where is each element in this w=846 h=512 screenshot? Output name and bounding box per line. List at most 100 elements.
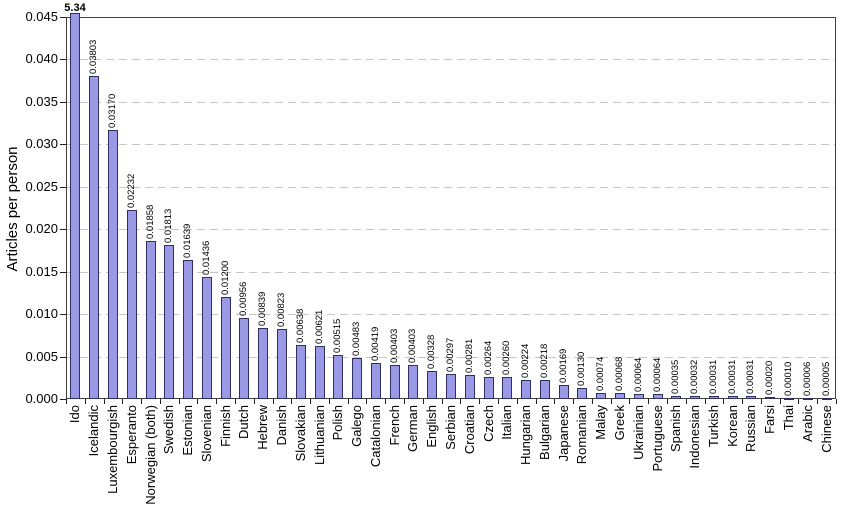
bar <box>784 398 794 400</box>
x-axis-tick <box>460 399 461 404</box>
x-axis-tick <box>66 399 67 404</box>
bar <box>221 297 231 399</box>
bar <box>70 13 80 399</box>
x-category-label: Farsi <box>762 405 777 434</box>
bar <box>746 396 756 399</box>
bar-value-label: 0.03803 <box>88 39 99 74</box>
bar-value-label: 0.00031 <box>745 359 756 394</box>
bar <box>427 371 437 399</box>
gridline <box>67 144 835 145</box>
bar-value-label: 0.00483 <box>351 321 362 356</box>
bar <box>822 398 832 400</box>
y-axis-title: Articles per person <box>4 146 21 272</box>
x-category-label: Greek <box>612 405 627 441</box>
x-axis-tick <box>235 399 236 404</box>
bar-value-label: 0.00169 <box>558 348 569 383</box>
x-axis-tick <box>723 399 724 404</box>
x-axis-tick <box>554 399 555 404</box>
bar-value-label: 0.00956 <box>238 281 249 316</box>
x-category-label: Italian <box>499 405 514 440</box>
bar-value-label: 0.00260 <box>501 340 512 375</box>
bar-value-label: 0.02232 <box>126 173 137 208</box>
bar <box>671 396 681 399</box>
bar-value-label: 0.00031 <box>708 359 719 394</box>
x-category-label: Korean <box>725 405 740 447</box>
bar-value-label: 0.00130 <box>576 351 587 386</box>
y-tick-label: 0.035 <box>25 94 58 109</box>
bar <box>333 355 343 399</box>
y-tick-label: 0.025 <box>25 179 58 194</box>
bar <box>202 277 212 399</box>
x-category-label: Polish <box>330 405 345 441</box>
bar-value-label: 0.00297 <box>445 337 456 372</box>
x-category-label: Russian <box>743 405 758 452</box>
x-axis-tick <box>366 399 367 404</box>
x-category-label: Chinese <box>819 405 834 453</box>
bar <box>352 358 362 399</box>
x-axis-tick <box>667 399 668 404</box>
x-axis-tick <box>122 399 123 404</box>
bar-value-label: 0.00010 <box>783 361 794 396</box>
bar <box>653 394 663 399</box>
x-axis-tick <box>329 399 330 404</box>
x-category-label: Romanian <box>574 405 589 465</box>
x-category-label: Arabic <box>800 405 815 442</box>
x-category-label: Turkish <box>706 405 721 448</box>
x-axis-tick <box>536 399 537 404</box>
bar <box>315 346 325 399</box>
bar-value-label: 0.00839 <box>257 291 268 326</box>
bar-value-label: 0.00074 <box>595 356 606 391</box>
y-tick-label: 0.005 <box>25 349 58 364</box>
bar <box>709 396 719 399</box>
x-axis-tick <box>498 399 499 404</box>
bar <box>465 375 475 399</box>
x-axis-tick <box>404 399 405 404</box>
y-axis-tick <box>60 17 66 18</box>
y-tick-label: 0.015 <box>25 264 58 279</box>
gridline <box>67 187 835 188</box>
bar-value-label: 0.00328 <box>426 334 437 369</box>
bar-value-label: 0.00064 <box>652 357 663 392</box>
bar-value-label: 0.00638 <box>295 308 306 343</box>
x-category-label: Slovenian <box>199 405 214 463</box>
bar <box>258 328 268 399</box>
bar <box>634 394 644 399</box>
bar <box>521 380 531 399</box>
bar-value-label: 0.01200 <box>220 260 231 295</box>
x-axis-tick <box>517 399 518 404</box>
x-axis-tick <box>104 399 105 404</box>
bar-value-label: 0.01858 <box>145 204 156 239</box>
bar-value-label: 0.00218 <box>539 343 550 378</box>
x-axis-tick <box>85 399 86 404</box>
y-axis-tick <box>60 102 66 103</box>
x-category-label: Spanish <box>668 405 683 452</box>
bar-value-label: 5.34 <box>64 2 86 14</box>
x-axis-tick <box>160 399 161 404</box>
bar-value-label: 0.00005 <box>821 361 832 396</box>
bar <box>484 377 494 399</box>
bar <box>446 374 456 399</box>
y-axis-tick <box>60 187 66 188</box>
bar-value-label: 0.01813 <box>163 208 174 243</box>
bar-value-label: 0.00020 <box>764 360 775 395</box>
y-axis-tick <box>60 399 66 400</box>
x-axis-tick <box>836 399 837 404</box>
x-axis-tick <box>592 399 593 404</box>
bar-value-label: 0.00403 <box>389 328 400 363</box>
x-category-label: Czech <box>481 405 496 442</box>
gridline <box>67 357 835 358</box>
y-axis-tick <box>60 229 66 230</box>
y-tick-label: 0.045 <box>25 9 58 24</box>
x-category-label: Esperanto <box>124 405 139 465</box>
x-category-label: Lithuanian <box>312 405 327 465</box>
x-category-label: Japanese <box>556 405 571 462</box>
gridline <box>67 229 835 230</box>
plot-area-border <box>66 17 836 399</box>
x-axis-tick <box>780 399 781 404</box>
x-category-label: English <box>424 405 439 448</box>
x-category-label: Swedish <box>161 405 176 455</box>
bar <box>690 396 700 399</box>
x-axis-tick <box>310 399 311 404</box>
bar <box>371 363 381 399</box>
